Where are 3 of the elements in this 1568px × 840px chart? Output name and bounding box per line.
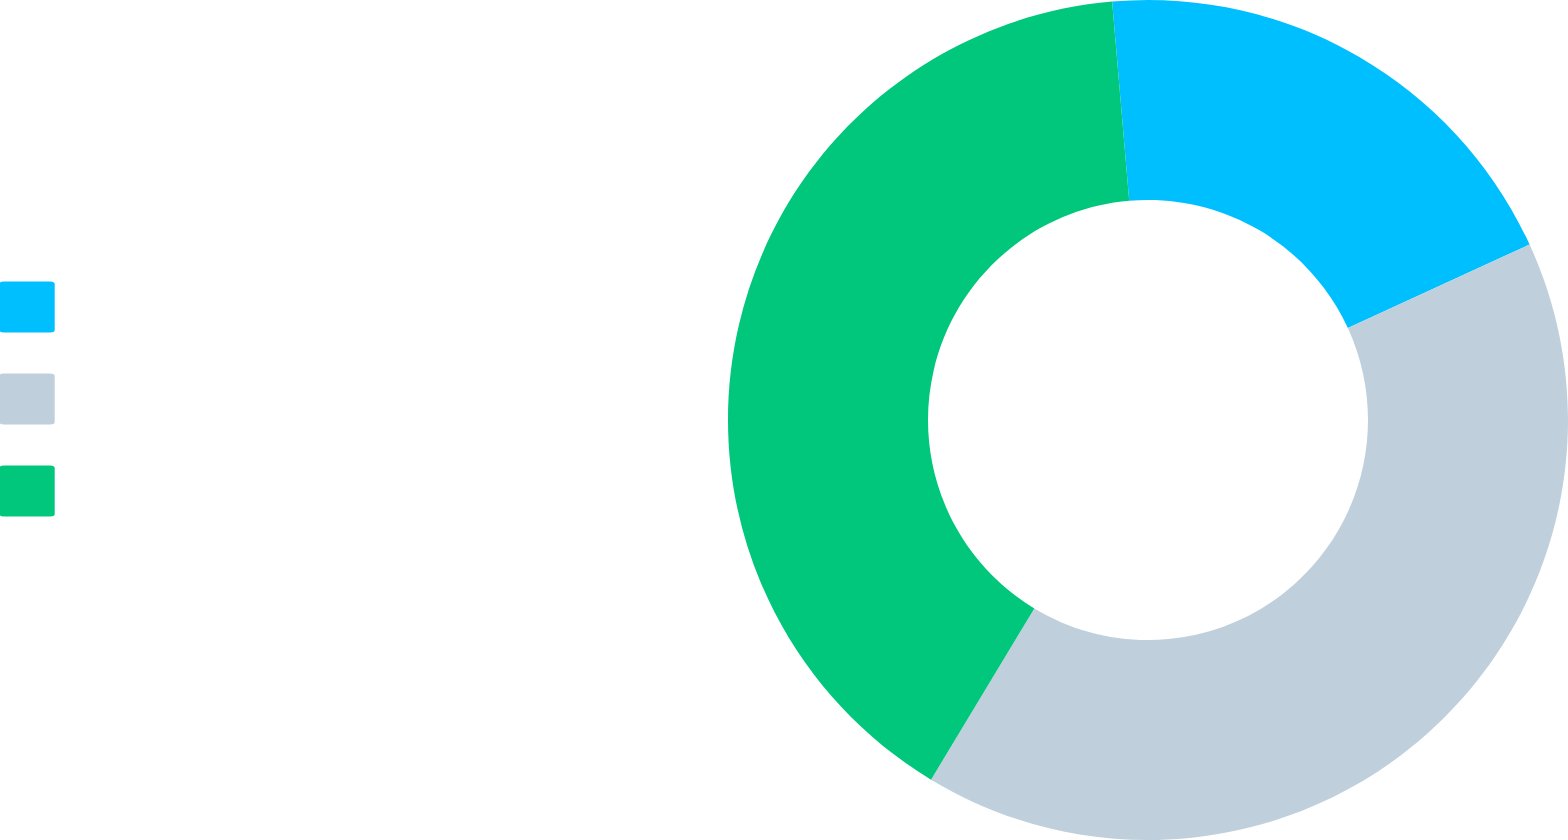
donut-slice: [1112, 0, 1530, 329]
donut-slice: [728, 1, 1130, 780]
donut-slice: [931, 244, 1568, 840]
